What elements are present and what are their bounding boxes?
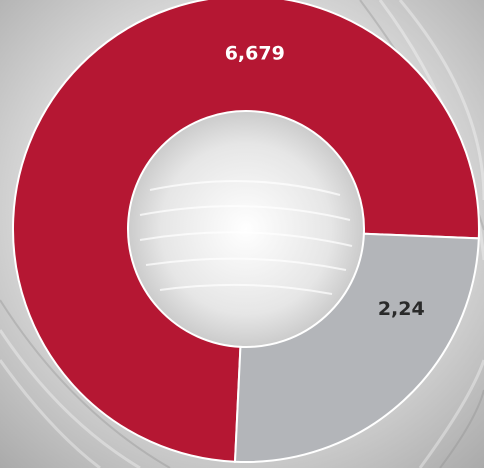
donut-hole <box>128 111 364 347</box>
donut-slice-2 <box>233 232 480 463</box>
donut-hole-texture <box>139 180 353 295</box>
donut-slice-1 <box>12 0 480 463</box>
data-label-2: 2,24 <box>378 298 425 320</box>
data-label-1: 6,679 <box>225 43 285 65</box>
